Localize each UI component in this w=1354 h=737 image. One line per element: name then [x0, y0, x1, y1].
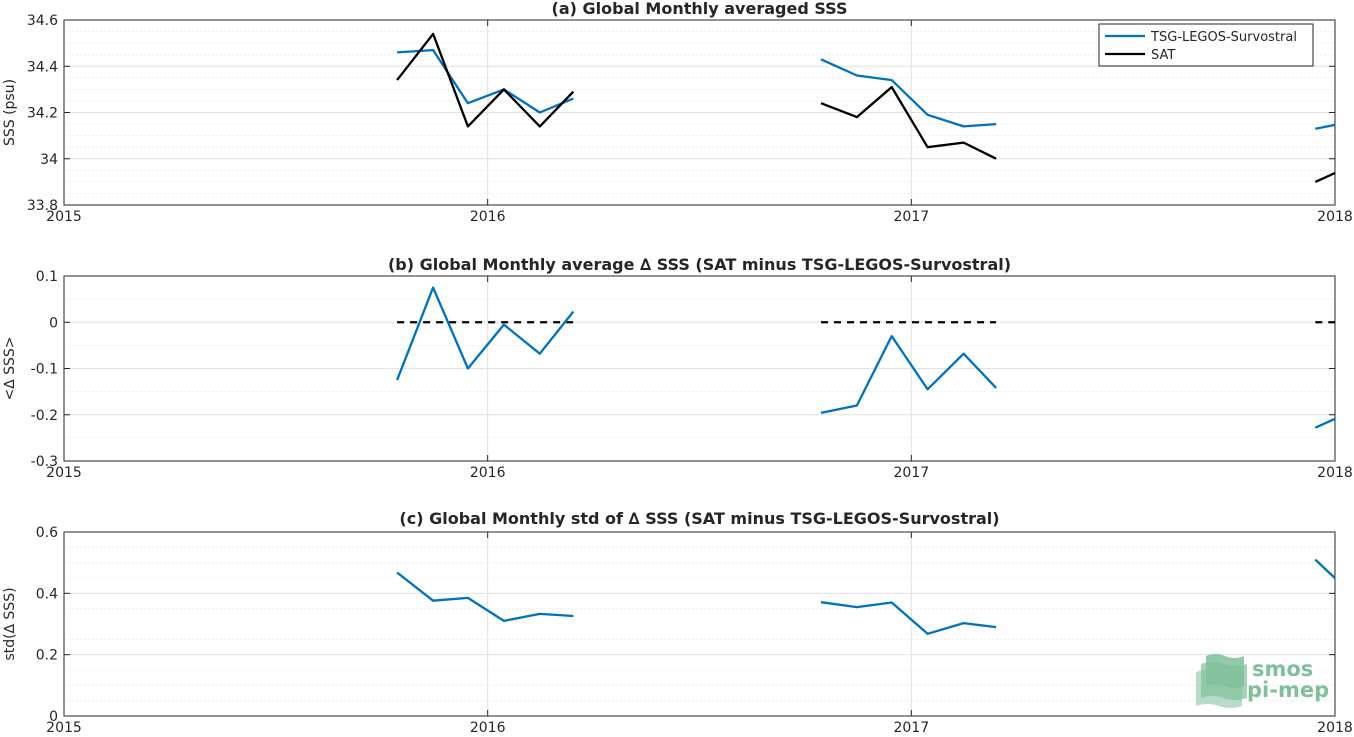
- y-tick-label: 34.2: [27, 106, 58, 122]
- legend-box: [1098, 23, 1314, 67]
- y-tick-label: -0.3: [31, 454, 58, 470]
- x-tick-label: 2016: [470, 465, 506, 481]
- logo-wave-icon: [1206, 654, 1244, 688]
- y-tick-label: 34.6: [27, 13, 58, 29]
- logo-text-smos: smos: [1252, 657, 1313, 681]
- y-tick-label: 0: [49, 315, 58, 331]
- y-tick-label: 0.6: [36, 525, 58, 541]
- x-tick-label: 2017: [894, 720, 930, 736]
- y-tick-label: 33.8: [27, 198, 58, 214]
- y-tick-label: 34: [40, 152, 58, 168]
- legend-label: SAT: [1151, 48, 1175, 63]
- x-tick-label: 2015: [46, 720, 82, 736]
- series-line-sat-segment-0: [396, 32, 575, 128]
- x-tick-label: 2017: [894, 209, 930, 225]
- series-line-delta-sss-segment-2: [1314, 558, 1336, 579]
- series-line-delta-sss-segment-0: [396, 286, 575, 381]
- series-line-sat-segment-2: [1314, 171, 1336, 183]
- legend: TSG-LEGOS-Survostral SAT: [1098, 23, 1314, 67]
- series-line-delta-sss-segment-0: [396, 571, 574, 623]
- y-tick-label: -0.2: [31, 408, 58, 424]
- series-line-delta-sss-segment-2: [1314, 417, 1336, 429]
- series-line-sat-segment-1: [820, 85, 997, 160]
- series-line-delta-sss-segment-1: [820, 334, 997, 415]
- axes-box: [63, 531, 1336, 717]
- x-tick-label: 2018: [1317, 720, 1353, 736]
- series-line-tsg-legos-survostral-segment-1: [820, 58, 997, 128]
- y-tick-label: 34.4: [27, 59, 58, 75]
- series-line-tsg-legos-survostral-segment-0: [397, 48, 574, 114]
- y-axis-label: std(∆ SSS): [2, 587, 18, 660]
- chart-title: (a) Global Monthly averaged SSS: [552, 0, 848, 18]
- x-tick-label: 2018: [1317, 209, 1353, 225]
- x-tick-label: 2016: [470, 209, 506, 225]
- x-tick-label: 2015: [46, 465, 82, 481]
- y-axis-label: SSS (psu): [2, 79, 18, 146]
- y-tick-label: 0: [49, 709, 58, 725]
- legend-label: TSG-LEGOS-Survostral: [1150, 30, 1297, 45]
- series-line-delta-sss-segment-1: [820, 601, 997, 635]
- x-tick-label: 2016: [470, 720, 506, 736]
- x-tick-label: 2018: [1317, 465, 1353, 481]
- chart-panel-1: -0.3 -0.2 -0.1 0 0.1 2015 2016 2017 2018 (b) Glob…: [2, 255, 1353, 481]
- series-line-tsg-legos-survostral-segment-2: [1315, 123, 1336, 130]
- logo-text-pi-mep: pi-mep: [1247, 678, 1329, 702]
- chart-panel-2: 0 0.2 0.4 0.6 2015 2016 2017 2018 (c) Global Mon…: [2, 509, 1353, 736]
- chart-panel-0: 33.8 34 34.2 34.4 34.6 2015 2016 2017 2018 (a) Gl…: [2, 0, 1353, 225]
- y-tick-label: 0.4: [36, 586, 58, 602]
- y-tick-label: 0.1: [36, 269, 58, 285]
- x-tick-label: 2015: [46, 209, 82, 225]
- chart-title: (b) Global Monthly average ∆ SSS (SAT mi…: [388, 255, 1011, 274]
- y-tick-label: 0.2: [36, 648, 58, 664]
- x-tick-label: 2017: [894, 465, 930, 481]
- chart-title: (c) Global Monthly std of ∆ SSS (SAT min…: [399, 509, 999, 528]
- y-axis-label: <∆ SSS>: [2, 337, 18, 401]
- y-tick-label: -0.1: [31, 362, 58, 378]
